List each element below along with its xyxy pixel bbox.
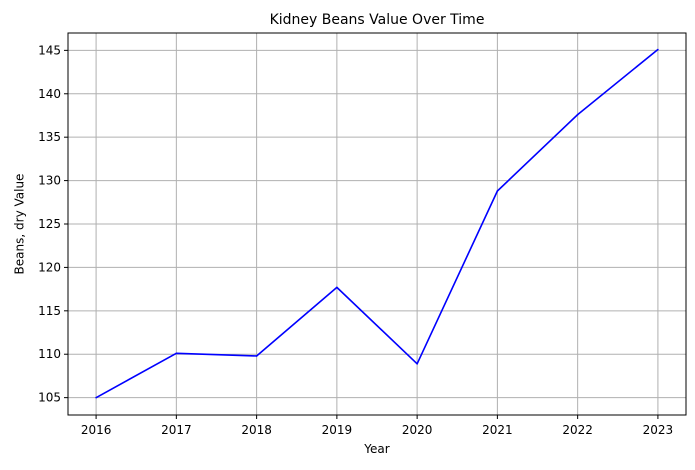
y-tick-label: 140 [38,87,61,101]
data-point [416,362,418,365]
data-point [576,113,579,116]
y-tick-label: 115 [38,304,61,318]
series-line [95,48,659,399]
grid-lines [68,33,686,415]
axis-ticks: 2016 2017 2018 2019 2020 2021 2022 2023 105 110 11… [38,43,673,437]
data-point [255,355,258,357]
data-point [657,48,659,51]
data-point [496,190,499,192]
y-tick-label: 145 [38,43,61,57]
series-layer [95,48,659,399]
y-tick-label: 125 [38,217,61,231]
x-tick-label: 2016 [81,423,112,437]
x-tick-label: 2019 [322,423,353,437]
y-tick-label: 135 [38,130,61,144]
x-tick-label: 2020 [402,423,433,437]
data-point [95,396,97,399]
x-axis-label: Year [363,442,389,456]
plot-area-frame [67,32,687,416]
y-tick-label: 105 [38,391,61,405]
y-tick-label: 110 [38,347,61,361]
y-tick-label: 120 [38,260,61,274]
data-point [336,286,338,289]
y-axis-label: Beans, dry Value [13,174,27,275]
y-tick-label: 130 [38,174,61,188]
x-tick-label: 2021 [482,423,513,437]
chart-title: Kidney Beans Value Over Time [270,12,485,28]
x-tick-label: 2017 [161,423,192,437]
x-tick-label: 2018 [241,423,272,437]
data-point [175,352,178,355]
x-tick-label: 2023 [643,423,674,437]
x-tick-label: 2022 [562,423,593,437]
